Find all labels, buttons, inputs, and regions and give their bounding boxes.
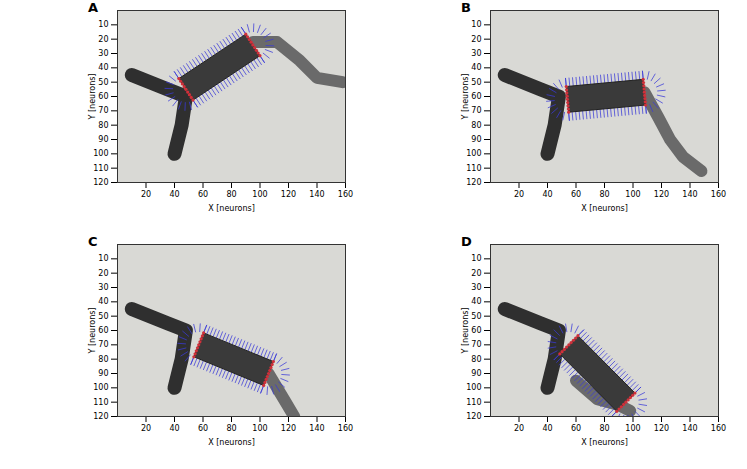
- svg-text:50: 50: [471, 78, 481, 87]
- svg-text:70: 70: [98, 106, 108, 115]
- svg-text:120: 120: [281, 424, 296, 433]
- svg-text:100: 100: [625, 190, 640, 199]
- svg-text:Y [neurons]: Y [neurons]: [88, 308, 97, 355]
- svg-text:40: 40: [542, 190, 552, 199]
- svg-text:80: 80: [599, 424, 609, 433]
- svg-text:60: 60: [471, 326, 481, 335]
- svg-text:160: 160: [338, 190, 353, 199]
- svg-text:20: 20: [514, 190, 524, 199]
- svg-text:100: 100: [252, 190, 267, 199]
- svg-text:60: 60: [98, 92, 108, 101]
- svg-text:50: 50: [98, 78, 108, 87]
- svg-text:X [neurons]: X [neurons]: [581, 204, 628, 213]
- svg-text:50: 50: [471, 312, 481, 321]
- svg-text:140: 140: [309, 424, 324, 433]
- svg-text:30: 30: [98, 49, 108, 58]
- svg-text:120: 120: [654, 190, 669, 199]
- svg-text:140: 140: [682, 424, 697, 433]
- svg-text:80: 80: [98, 121, 108, 130]
- svg-text:20: 20: [471, 269, 481, 278]
- svg-text:100: 100: [625, 424, 640, 433]
- svg-text:20: 20: [98, 269, 108, 278]
- svg-text:90: 90: [471, 369, 481, 378]
- svg-text:40: 40: [98, 63, 108, 72]
- svg-text:10: 10: [471, 20, 481, 29]
- svg-text:40: 40: [98, 297, 108, 306]
- svg-text:120: 120: [93, 178, 108, 187]
- svg-text:90: 90: [98, 369, 108, 378]
- svg-text:10: 10: [98, 20, 108, 29]
- svg-text:110: 110: [466, 398, 481, 407]
- svg-text:60: 60: [198, 424, 208, 433]
- svg-text:Y [neurons]: Y [neurons]: [461, 308, 470, 355]
- svg-text:100: 100: [252, 424, 267, 433]
- svg-text:120: 120: [654, 424, 669, 433]
- svg-text:40: 40: [169, 424, 179, 433]
- svg-text:120: 120: [466, 412, 481, 421]
- svg-text:50: 50: [98, 312, 108, 321]
- svg-text:120: 120: [466, 178, 481, 187]
- svg-text:110: 110: [93, 164, 108, 173]
- svg-text:20: 20: [141, 424, 151, 433]
- svg-text:40: 40: [542, 424, 552, 433]
- svg-text:70: 70: [471, 340, 481, 349]
- svg-text:110: 110: [466, 164, 481, 173]
- svg-text:140: 140: [309, 190, 324, 199]
- svg-text:40: 40: [471, 63, 481, 72]
- html-text:B: B: [461, 0, 471, 15]
- svg-text:70: 70: [471, 106, 481, 115]
- svg-text:160: 160: [711, 190, 726, 199]
- svg-text:X [neurons]: X [neurons]: [581, 438, 628, 447]
- svg-text:120: 120: [93, 412, 108, 421]
- svg-text:100: 100: [93, 149, 108, 158]
- svg-text:60: 60: [571, 424, 581, 433]
- svg-text:Y [neurons]: Y [neurons]: [88, 74, 97, 121]
- svg-text:20: 20: [471, 35, 481, 44]
- html-text:C: C: [88, 234, 98, 249]
- svg-text:60: 60: [571, 190, 581, 199]
- svg-text:80: 80: [226, 190, 236, 199]
- svg-text:80: 80: [471, 121, 481, 130]
- svg-text:60: 60: [198, 190, 208, 199]
- svg-text:30: 30: [471, 49, 481, 58]
- svg-text:90: 90: [471, 135, 481, 144]
- html-text:A: A: [88, 0, 99, 15]
- svg-text:30: 30: [98, 283, 108, 292]
- svg-text:60: 60: [98, 326, 108, 335]
- svg-text:140: 140: [682, 190, 697, 199]
- svg-text:60: 60: [471, 92, 481, 101]
- svg-text:Y [neurons]: Y [neurons]: [461, 74, 470, 121]
- svg-text:X [neurons]: X [neurons]: [208, 438, 255, 447]
- svg-text:80: 80: [98, 355, 108, 364]
- svg-text:20: 20: [98, 35, 108, 44]
- svg-text:120: 120: [281, 190, 296, 199]
- svg-text:70: 70: [98, 340, 108, 349]
- svg-text:160: 160: [338, 424, 353, 433]
- svg-text:40: 40: [169, 190, 179, 199]
- svg-text:X [neurons]: X [neurons]: [208, 204, 255, 213]
- svg-text:90: 90: [98, 135, 108, 144]
- svg-text:100: 100: [93, 383, 108, 392]
- svg-text:80: 80: [599, 190, 609, 199]
- svg-text:10: 10: [98, 254, 108, 263]
- svg-text:40: 40: [471, 297, 481, 306]
- html-text:D: D: [461, 234, 472, 249]
- svg-text:20: 20: [514, 424, 524, 433]
- svg-text:160: 160: [711, 424, 726, 433]
- svg-text:80: 80: [471, 355, 481, 364]
- svg-text:100: 100: [466, 383, 481, 392]
- svg-text:80: 80: [226, 424, 236, 433]
- svg-text:100: 100: [466, 149, 481, 158]
- svg-text:10: 10: [471, 254, 481, 263]
- svg-text:20: 20: [141, 190, 151, 199]
- svg-text:110: 110: [93, 398, 108, 407]
- svg-text:30: 30: [471, 283, 481, 292]
